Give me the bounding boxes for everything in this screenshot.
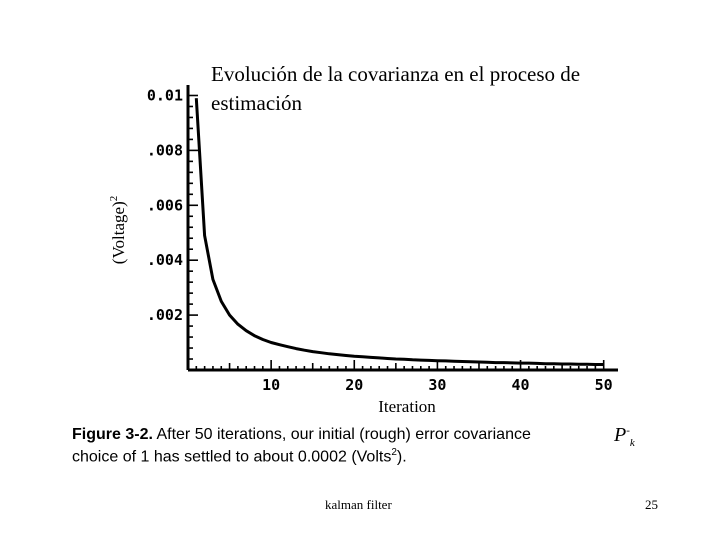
- y-tick-label: .008: [147, 141, 183, 159]
- chart-tick-labels: 10 20 30 40 50 .002 .004 .006 .008 0.01: [147, 86, 613, 394]
- slide-title: Evolución de la covarianza en el proceso…: [211, 62, 581, 115]
- y-tick-label: .002: [147, 306, 183, 324]
- x-tick-label: 20: [345, 376, 363, 394]
- x-axis-title: Iteration: [378, 397, 436, 416]
- pk-symbol-sub: k: [629, 437, 635, 449]
- y-axis-title-sup: 2: [108, 196, 120, 202]
- figure-caption: Figure 3-2. After 50 iterations, our ini…: [72, 426, 652, 466]
- caption-line-1: Figure 3-2. After 50 iterations, our ini…: [72, 426, 652, 444]
- covariance-series-line: [194, 98, 604, 366]
- x-tick-label: 30: [428, 376, 446, 394]
- x-tick-label: 10: [262, 376, 280, 394]
- caption-line-2: choice of 1 has settled to about 0.0002 …: [72, 444, 652, 466]
- y-tick-label: .004: [147, 251, 183, 269]
- caption-line2-end: ).: [396, 448, 407, 466]
- footer-text: kalman filter: [325, 497, 392, 512]
- pk-symbol: P-k: [614, 424, 635, 449]
- y-axis-title: (Voltage)2: [108, 196, 128, 264]
- page-number: 25: [645, 497, 658, 512]
- pk-symbol-main: P: [614, 424, 627, 446]
- covariance-chart: 10 20 30 40 50 .002 .004 .006 .008 0.01 Iteration…: [108, 85, 618, 416]
- y-tick-label: .006: [147, 196, 183, 214]
- x-tick-label: 50: [595, 376, 613, 394]
- caption-line2-sup: 2: [391, 447, 397, 458]
- chart-series: [194, 98, 604, 366]
- y-axis-title-base: (Voltage): [109, 201, 128, 264]
- y-tick-label: 0.01: [147, 86, 183, 104]
- pk-symbol-sup: -: [626, 424, 630, 437]
- chart-axes: [186, 85, 618, 372]
- x-tick-label: 40: [512, 376, 530, 394]
- chart-ticks: [188, 94, 605, 370]
- caption-figure-label: Figure 3-2.: [72, 426, 153, 443]
- caption-line1-text: After 50 iterations, our initial (rough)…: [156, 426, 531, 443]
- caption-line2-text: choice of 1 has settled to about 0.0002 …: [72, 448, 392, 466]
